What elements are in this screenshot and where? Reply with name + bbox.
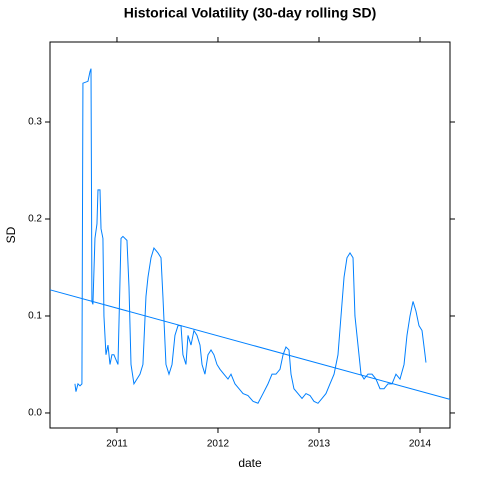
- plot-frame: [49, 41, 451, 429]
- chart-title: Historical Volatility (30-day rolling SD…: [124, 5, 377, 21]
- y-tick-label: 0.1: [28, 311, 42, 322]
- x-axis-label: date: [238, 456, 262, 470]
- y-tick-label: 0.2: [28, 214, 42, 225]
- x-tick-label: 2013: [308, 439, 331, 450]
- y-tick-label: 0.3: [28, 117, 42, 128]
- line: [49, 289, 451, 400]
- x-tick-label: 2014: [409, 439, 432, 450]
- y-axis-label: SD: [4, 226, 18, 243]
- y-tick-label: 0.0: [28, 408, 42, 419]
- line: [74, 68, 427, 404]
- x-tick-label: 2012: [207, 439, 230, 450]
- x-tick-label: 2011: [106, 439, 128, 450]
